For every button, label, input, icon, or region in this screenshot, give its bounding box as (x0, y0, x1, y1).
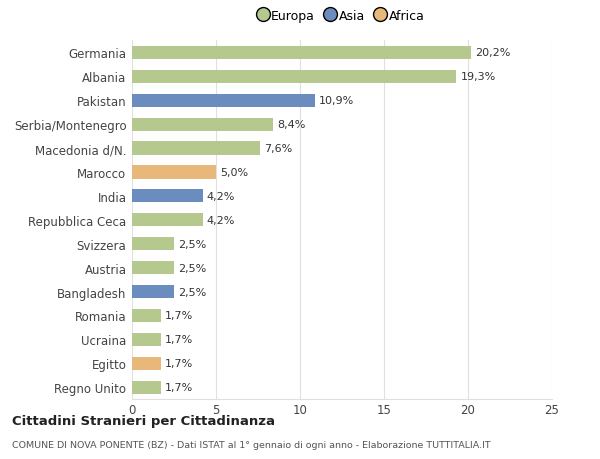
Bar (132, 333, 161, 346)
Bar (132, 142, 260, 155)
Text: 8,4%: 8,4% (277, 120, 305, 130)
Text: 1,7%: 1,7% (165, 382, 193, 392)
Bar (132, 95, 315, 107)
Text: 1,7%: 1,7% (165, 358, 193, 369)
Text: 1,7%: 1,7% (165, 311, 193, 321)
Text: 10,9%: 10,9% (319, 96, 355, 106)
Text: 2,5%: 2,5% (178, 239, 206, 249)
Bar (132, 381, 161, 394)
Text: 2,5%: 2,5% (178, 263, 206, 273)
Text: Cittadini Stranieri per Cittadinanza: Cittadini Stranieri per Cittadinanza (12, 414, 275, 428)
Text: 5,0%: 5,0% (220, 168, 248, 178)
Text: COMUNE DI NOVA PONENTE (BZ) - Dati ISTAT al 1° gennaio di ogni anno - Elaborazio: COMUNE DI NOVA PONENTE (BZ) - Dati ISTAT… (12, 441, 491, 449)
Text: 7,6%: 7,6% (264, 144, 292, 154)
Bar (132, 262, 174, 274)
Bar (132, 71, 456, 84)
Bar (132, 166, 216, 179)
Text: 4,2%: 4,2% (207, 191, 235, 202)
Text: 2,5%: 2,5% (178, 287, 206, 297)
Text: 19,3%: 19,3% (460, 72, 496, 82)
Bar (132, 214, 203, 227)
Bar (132, 238, 174, 251)
Bar (132, 309, 161, 322)
Bar (132, 357, 161, 370)
Text: 1,7%: 1,7% (165, 335, 193, 345)
Text: 4,2%: 4,2% (207, 215, 235, 225)
Bar (132, 285, 174, 298)
Bar (132, 118, 273, 131)
Text: 20,2%: 20,2% (476, 48, 511, 58)
Bar (132, 47, 472, 60)
Legend: Europa, Asia, Africa: Europa, Asia, Africa (254, 5, 430, 28)
Bar (132, 190, 203, 203)
